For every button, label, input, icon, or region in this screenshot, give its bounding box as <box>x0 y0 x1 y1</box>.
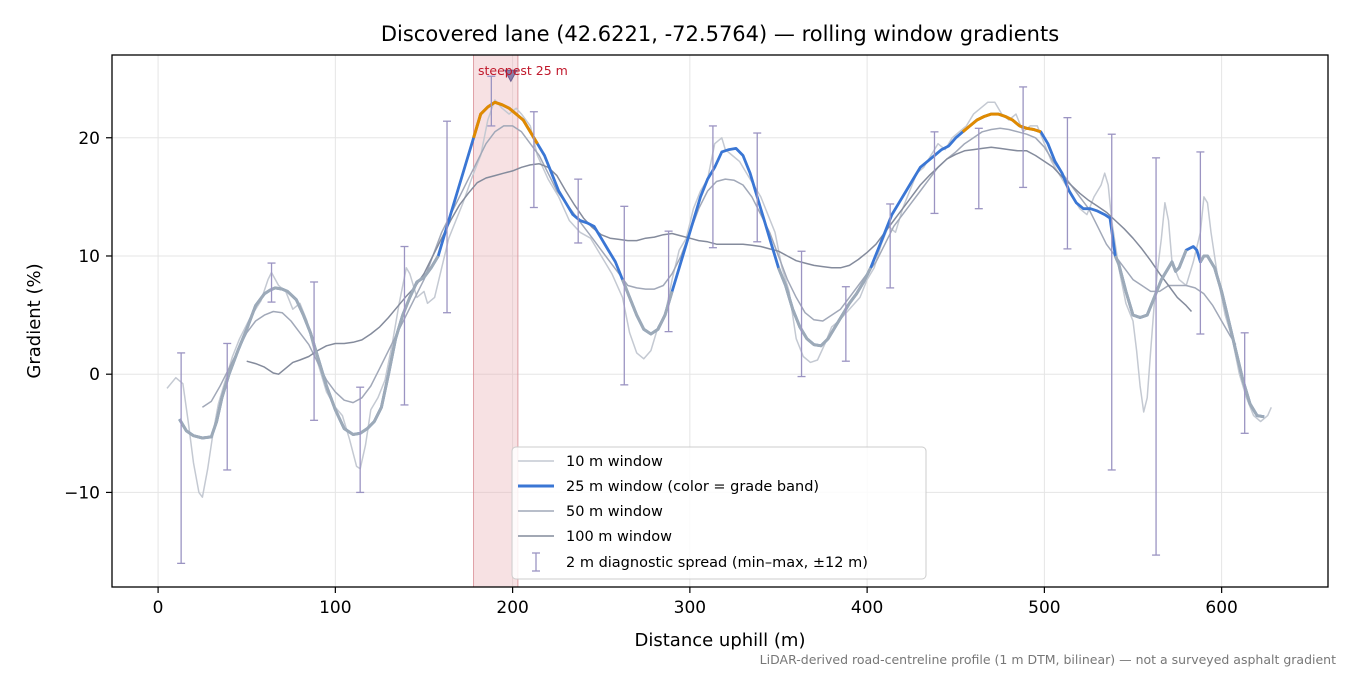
errorbar <box>443 120 452 314</box>
errorbar-layer <box>177 75 1249 565</box>
x-tick-label: 600 <box>1205 598 1237 618</box>
errorbar <box>1196 151 1205 335</box>
steepest-span <box>473 54 519 588</box>
errorbar <box>664 230 673 333</box>
series-25m-moderate-segment <box>1113 249 1188 319</box>
legend-label-w25: 25 m window (color = grade band) <box>566 479 819 495</box>
series-25m-moderate-segment <box>621 279 674 336</box>
y-tick-label: −10 <box>64 483 100 503</box>
errorbar <box>886 203 895 289</box>
errorbar <box>708 125 717 249</box>
errorbar <box>974 127 983 210</box>
footnote: LiDAR-derived road-centreline profile (1… <box>760 652 1336 667</box>
legend: 10 m window 25 m window (color = grade b… <box>511 446 927 580</box>
legend-box <box>511 446 927 580</box>
y-axis-label: Gradient (%) <box>24 263 45 378</box>
x-tick-label: 0 <box>153 598 164 618</box>
x-axis-label: Distance uphill (m) <box>635 630 806 651</box>
errorbar <box>487 75 496 127</box>
legend-label-w50: 50 m window <box>566 504 663 520</box>
errorbar <box>177 352 186 565</box>
x-tick-label: 400 <box>851 598 883 618</box>
peak-marker <box>503 69 518 83</box>
series-25m-moderate-segment <box>178 255 440 440</box>
errorbar <box>1152 157 1161 556</box>
errorbar <box>1240 332 1249 434</box>
series-25m-steep-segment <box>961 112 1042 134</box>
series-50m-line <box>201 125 1237 408</box>
series-layer <box>166 99 1272 498</box>
errorbar <box>620 205 629 386</box>
series-100m-line <box>246 146 1193 375</box>
highlight-span-layer <box>473 54 519 588</box>
errorbar <box>574 178 583 244</box>
series-25m-steep-segment <box>472 100 539 145</box>
legend-label-errorbar: 2 m diagnostic spread (min–max, ±12 m) <box>566 555 868 571</box>
legend-label-w10: 10 m window <box>566 454 663 470</box>
marker-layer <box>503 69 518 83</box>
x-tick-label: 500 <box>1028 598 1060 618</box>
series-10m-line <box>166 99 1272 498</box>
y-tick-label: 20 <box>78 129 100 149</box>
errorbar <box>797 250 806 378</box>
x-tick-label: 100 <box>319 598 351 618</box>
errorbar <box>1019 86 1028 189</box>
errorbar <box>529 111 538 209</box>
series-25m-moderate-segment <box>777 267 873 348</box>
series-25m-line <box>178 100 1265 440</box>
errorbar <box>1063 117 1072 250</box>
errorbar <box>223 342 232 471</box>
y-tick-label: 0 <box>89 365 100 385</box>
x-tick-label: 200 <box>496 598 528 618</box>
chart-title: Discovered lane (42.6221, -72.5764) — ro… <box>381 22 1059 46</box>
legend-swatch-errorbar <box>532 552 540 572</box>
axis-ticks: 0 100 200 300 400 500 600 −10 0 10 20 <box>64 129 1238 618</box>
errorbar <box>267 262 276 303</box>
errorbar <box>841 286 850 362</box>
legend-label-w100: 100 m window <box>566 529 672 545</box>
steepest-annotation: steepest 25 m <box>478 63 568 78</box>
plot-frame <box>111 54 1329 588</box>
errorbar <box>1107 133 1116 471</box>
series-25m-moderate-segment <box>1199 254 1265 419</box>
errorbar <box>930 131 939 215</box>
errorbar <box>310 281 319 421</box>
errorbar <box>356 386 365 494</box>
errorbar <box>400 245 409 406</box>
errorbar <box>753 132 762 243</box>
x-tick-label: 300 <box>674 598 706 618</box>
y-tick-label: 10 <box>78 247 100 267</box>
